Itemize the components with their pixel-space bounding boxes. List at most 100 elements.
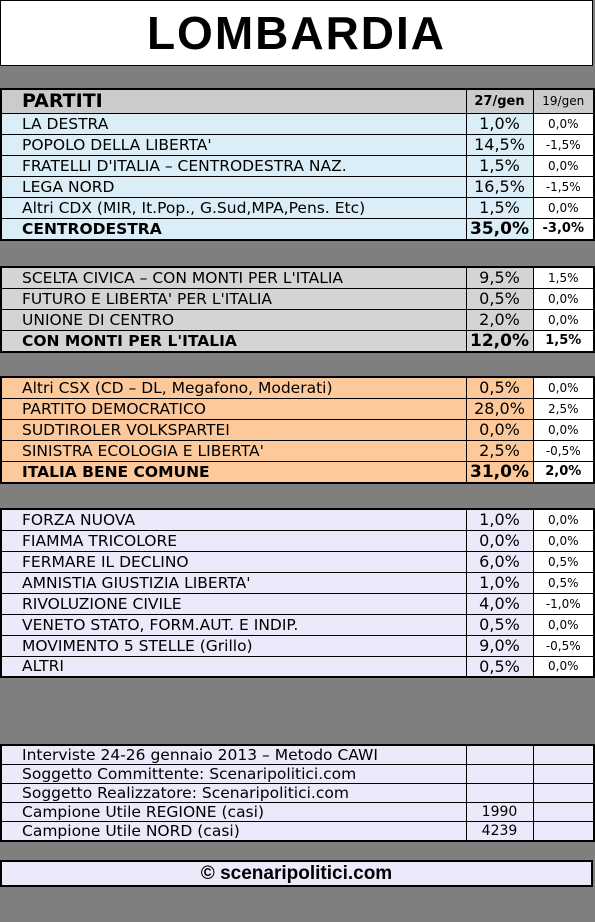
party-name: FUTURO E LIBERTA' PER L'ITALIA (0, 287, 467, 310)
coalition-total-row: ITALIA BENE COMUNE 31,0% 2,0% (0, 460, 595, 483)
party-group-1: PARTITI 27/gen 19/gen LA DESTRA 1,0% 0,0% POPO… (0, 88, 595, 241)
info-label: Campione Utile REGIONE (casi) (0, 802, 467, 822)
party-row: FORZA NUOVA 1,0% 0,0% (0, 508, 595, 531)
party-row: AMNISTIA GIUSTIZIA LIBERTA' 1,0% 0,5% (0, 571, 595, 594)
party-group-3: Altri CSX (CD – DL, Megafono, Moderati) 0… (0, 376, 595, 484)
party-value: 1,0% (465, 571, 534, 594)
party-name: VENETO STATO, FORM.AUT. E INDIP. (0, 613, 467, 636)
party-row: PARTITO DEMOCRATICO 28,0% 2,5% (0, 397, 595, 420)
info-empty (532, 744, 595, 765)
party-value: 9,5% (465, 266, 534, 289)
coalition-change: 2,0% (532, 460, 595, 483)
party-row: LA DESTRA 1,0% 0,0% (0, 112, 595, 135)
party-change: 0,5% (532, 550, 595, 573)
title-box: LOMBARDIA (0, 0, 593, 66)
party-name: ALTRI (0, 655, 467, 678)
party-row: Altri CSX (CD – DL, Megafono, Moderati) 0… (0, 376, 595, 399)
info-table: Interviste 24-26 gennaio 2013 – Metodo C… (0, 744, 595, 842)
coalition-name: CENTRODESTRA (0, 217, 467, 240)
party-change: -1,0% (532, 592, 595, 615)
party-change: 0,5% (532, 571, 595, 594)
party-name: SCELTA CIVICA – CON MONTI PER L'ITALIA (0, 266, 467, 289)
party-value: 14,5% (465, 133, 534, 156)
party-name: SUDTIROLER VOLKSPARTEI (0, 418, 467, 441)
party-row: POPOLO DELLA LIBERTA' 14,5% -1,5% (0, 133, 595, 156)
party-row: FUTURO E LIBERTA' PER L'ITALIA 0,5% 0,0% (0, 287, 595, 310)
party-change: 0,0% (532, 287, 595, 310)
info-value: 4239 (465, 821, 534, 842)
party-value: 9,0% (465, 634, 534, 657)
page-title: LOMBARDIA (146, 7, 447, 59)
party-value: 0,5% (465, 655, 534, 678)
coalition-name: CON MONTI PER L'ITALIA (0, 329, 467, 352)
party-row: FERMARE IL DECLINO 6,0% 0,5% (0, 550, 595, 573)
header-party-label: PARTITI (0, 88, 467, 114)
info-label: Campione Utile NORD (casi) (0, 821, 467, 842)
header-col-current: 27/gen (465, 88, 534, 114)
info-label: Soggetto Committente: Scenaripolitici.co… (0, 764, 467, 784)
party-name: FRATELLI D'ITALIA – CENTRODESTRA NAZ. (0, 154, 467, 177)
party-group-4: FORZA NUOVA 1,0% 0,0% FIAMMA TRICOLORE 0,0% 0… (0, 508, 595, 678)
info-value (465, 744, 534, 765)
header-row: PARTITI 27/gen 19/gen (0, 88, 595, 114)
party-row: SCELTA CIVICA – CON MONTI PER L'ITALIA 9,… (0, 266, 595, 289)
party-group-2: SCELTA CIVICA – CON MONTI PER L'ITALIA 9,… (0, 266, 595, 353)
party-name: Altri CDX (MIR, It.Pop., G.Sud,MPA,Pens.… (0, 196, 467, 219)
party-value: 1,5% (465, 196, 534, 219)
party-value: 0,5% (465, 287, 534, 310)
party-change: 0,0% (532, 613, 595, 636)
party-change: 0,0% (532, 529, 595, 552)
party-name: RIVOLUZIONE CIVILE (0, 592, 467, 615)
party-name: SINISTRA ECOLOGIA E LIBERTA' (0, 439, 467, 462)
party-name: Altri CSX (CD – DL, Megafono, Moderati) (0, 376, 467, 399)
party-row: FIAMMA TRICOLORE 0,0% 0,0% (0, 529, 595, 552)
coalition-total-row: CENTRODESTRA 35,0% -3,0% (0, 217, 595, 240)
party-value: 0,5% (465, 376, 534, 399)
party-change: 0,0% (532, 308, 595, 331)
party-value: 2,0% (465, 308, 534, 331)
party-row: Altri CDX (MIR, It.Pop., G.Sud,MPA,Pens.… (0, 196, 595, 219)
info-label: Interviste 24-26 gennaio 2013 – Metodo C… (0, 744, 467, 765)
party-change: 0,0% (532, 154, 595, 177)
party-name: MOVIMENTO 5 STELLE (Grillo) (0, 634, 467, 657)
party-name: LEGA NORD (0, 175, 467, 198)
footer-credit: © scenaripolitici.com (0, 860, 593, 887)
info-row: Interviste 24-26 gennaio 2013 – Metodo C… (0, 744, 595, 765)
party-name: POPOLO DELLA LIBERTA' (0, 133, 467, 156)
party-row: SINISTRA ECOLOGIA E LIBERTA' 2,5% -0,5% (0, 439, 595, 462)
coalition-value: 12,0% (465, 329, 534, 352)
party-row: MOVIMENTO 5 STELLE (Grillo) 9,0% -0,5% (0, 634, 595, 657)
party-value: 28,0% (465, 397, 534, 420)
party-change: 0,0% (532, 418, 595, 441)
party-name: AMNISTIA GIUSTIZIA LIBERTA' (0, 571, 467, 594)
party-change: 1,5% (532, 266, 595, 289)
party-row: RIVOLUZIONE CIVILE 4,0% -1,0% (0, 592, 595, 615)
coalition-change: 1,5% (532, 329, 595, 352)
party-row: FRATELLI D'ITALIA – CENTRODESTRA NAZ. 1,5… (0, 154, 595, 177)
coalition-value: 31,0% (465, 460, 534, 483)
party-row: UNIONE DI CENTRO 2,0% 0,0% (0, 308, 595, 331)
party-change: 0,0% (532, 376, 595, 399)
party-change: -0,5% (532, 439, 595, 462)
party-change: -0,5% (532, 634, 595, 657)
party-value: 6,0% (465, 550, 534, 573)
coalition-change: -3,0% (532, 217, 595, 240)
coalition-value: 35,0% (465, 217, 534, 240)
coalition-total-row: CON MONTI PER L'ITALIA 12,0% 1,5% (0, 329, 595, 352)
party-change: 0,0% (532, 508, 595, 531)
info-empty (532, 783, 595, 803)
info-row: Soggetto Realizzatore: Scenaripolitici.c… (0, 783, 595, 803)
info-row: Soggetto Committente: Scenaripolitici.co… (0, 764, 595, 784)
info-value (465, 783, 534, 803)
info-row: Campione Utile REGIONE (casi) 1990 (0, 802, 595, 822)
party-value: 4,0% (465, 592, 534, 615)
party-value: 0,5% (465, 613, 534, 636)
party-change: 0,0% (532, 655, 595, 678)
party-value: 1,0% (465, 508, 534, 531)
party-value: 1,5% (465, 154, 534, 177)
info-empty (532, 802, 595, 822)
info-empty (532, 821, 595, 842)
party-row: VENETO STATO, FORM.AUT. E INDIP. 0,5% 0,0% (0, 613, 595, 636)
party-value: 16,5% (465, 175, 534, 198)
info-empty (532, 764, 595, 784)
